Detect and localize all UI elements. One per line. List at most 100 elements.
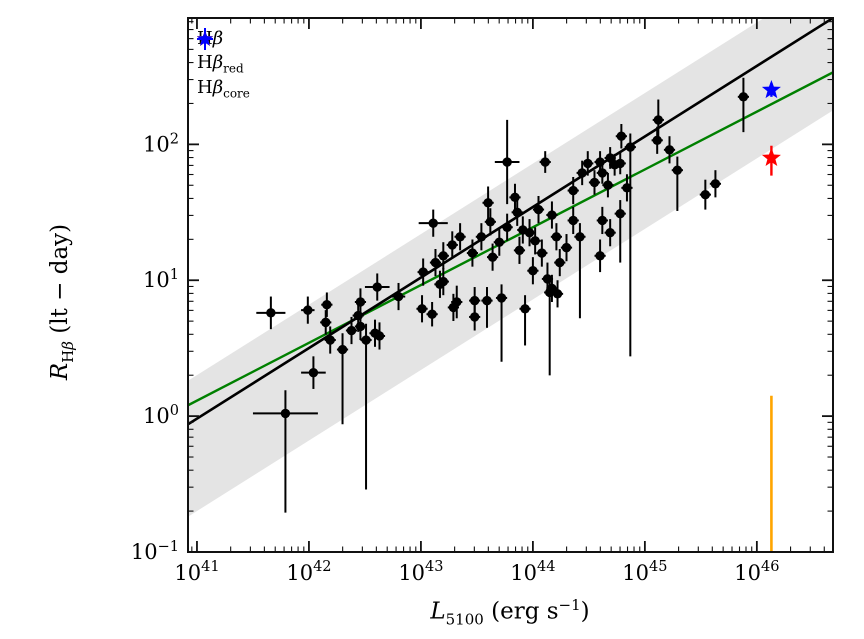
data-point <box>605 227 615 238</box>
x-label-sub: 5100 <box>445 610 484 629</box>
data-point <box>568 215 578 226</box>
data-point <box>337 344 348 355</box>
data-point <box>430 257 441 268</box>
hbeta-star-point <box>761 147 781 167</box>
x-axis-label: L5100 (erg s−1) <box>430 596 589 628</box>
data-point <box>353 310 363 321</box>
x-tick-label: 1044 <box>510 559 555 585</box>
data-point <box>355 321 366 332</box>
star-icon <box>196 28 214 50</box>
y-label-var: R <box>47 362 74 381</box>
data-point <box>540 157 550 167</box>
data-point <box>524 227 535 238</box>
best-fit-line <box>188 18 833 426</box>
data-point <box>452 297 462 307</box>
data-point <box>605 153 615 163</box>
legend-label: Hβred <box>197 51 244 76</box>
data-point <box>533 204 544 215</box>
data-point <box>595 251 605 261</box>
secondary-fit-line <box>188 71 833 407</box>
data-point <box>510 192 520 203</box>
data-point <box>595 157 605 167</box>
data-points <box>252 77 750 513</box>
data-point <box>589 177 600 188</box>
data-point <box>435 279 445 290</box>
data-point <box>561 242 572 253</box>
data-point <box>577 168 587 178</box>
data-point <box>502 157 512 167</box>
x-tick-label: 1043 <box>398 559 443 585</box>
data-point <box>321 317 331 328</box>
data-point <box>530 236 540 246</box>
data-point <box>615 208 625 219</box>
data-point <box>583 158 593 169</box>
data-point <box>597 215 608 226</box>
data-point <box>710 179 721 189</box>
x-label-sup: −1 <box>558 596 581 614</box>
data-point <box>476 232 487 242</box>
legend-item-hbeta-red: Hβred <box>193 28 250 76</box>
y-tick-label: 102 <box>143 131 179 156</box>
data-point <box>547 210 557 220</box>
data-point <box>361 335 371 345</box>
data-point <box>555 257 565 268</box>
data-point <box>483 198 493 208</box>
data-point <box>393 291 404 302</box>
data-point <box>738 92 749 102</box>
data-point <box>514 245 525 256</box>
data-point <box>325 335 335 345</box>
data-point <box>625 142 636 152</box>
data-point <box>652 135 662 145</box>
data-point <box>469 295 480 306</box>
data-point <box>374 331 385 341</box>
data-point <box>372 282 382 292</box>
data-point <box>482 295 492 306</box>
data-point <box>346 325 357 336</box>
data-point <box>653 115 664 125</box>
x-tick-label: 1045 <box>622 559 667 585</box>
x-label-unit: (erg s <box>491 598 559 625</box>
y-tick-label: 10−1 <box>131 539 179 564</box>
data-point <box>417 304 427 314</box>
data-point <box>568 185 578 196</box>
data-point <box>520 304 530 314</box>
data-point <box>502 222 512 232</box>
data-point <box>616 131 627 141</box>
data-point <box>427 309 437 319</box>
data-point <box>438 251 449 261</box>
data-point <box>469 312 480 322</box>
legend-label: Hβcore <box>197 76 250 101</box>
data-point <box>672 165 683 175</box>
data-point <box>542 274 553 284</box>
x-tick-label: 1042 <box>286 559 331 585</box>
axis-ticks <box>188 18 833 553</box>
data-point <box>485 217 496 227</box>
data-point <box>512 207 522 218</box>
data-point <box>528 266 538 276</box>
data-point <box>447 240 457 250</box>
y-label-unit: (lt − day) <box>47 223 74 334</box>
data-point <box>487 252 498 262</box>
y-tick-label: 100 <box>143 403 179 428</box>
x-label-close: ) <box>580 598 590 625</box>
data-point <box>355 297 366 307</box>
data-point <box>597 168 608 178</box>
plot-area <box>188 18 833 552</box>
tick-labels: 1041 1042 1043 1044 1045 1046 10−1 100 101 102 <box>131 131 780 585</box>
y-tick-label: 101 <box>143 267 179 292</box>
data-point <box>615 158 625 169</box>
data-point <box>428 218 438 228</box>
data-point <box>494 237 505 247</box>
data-point <box>496 293 507 303</box>
hbeta-core-star-point <box>761 80 781 99</box>
scatter-band <box>188 18 833 517</box>
data-point <box>622 183 632 193</box>
x-label-var: L <box>430 598 446 625</box>
data-point <box>537 248 547 258</box>
legend-item-hbeta-core: Hβcore <box>193 28 250 101</box>
data-point <box>551 232 562 242</box>
data-point <box>664 145 675 155</box>
data-point <box>322 300 332 310</box>
